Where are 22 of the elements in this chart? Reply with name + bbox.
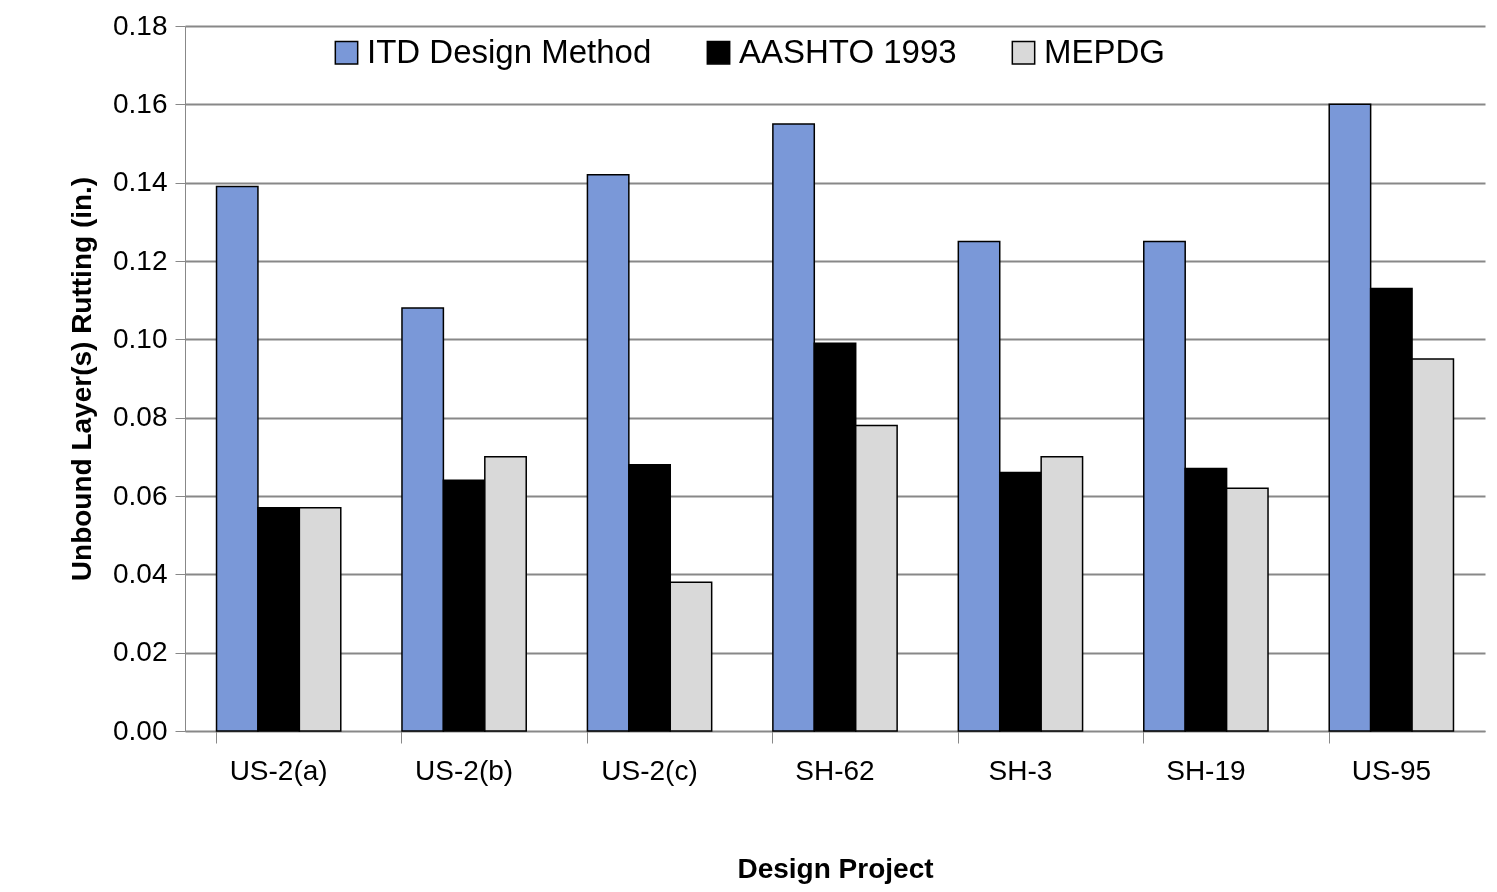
y-tick-label: 0.16 — [113, 87, 168, 119]
y-axis-title: Unbound Layer(s) Rutting (in.) — [66, 176, 97, 582]
x-axis-title: Design Project — [737, 852, 934, 884]
y-tick-label: 0.02 — [113, 636, 168, 668]
y-tick-label: 0.00 — [113, 714, 168, 746]
y-tick-label: 0.10 — [113, 322, 168, 354]
legend-label: ITD Design Method — [367, 32, 652, 70]
x-tick-label: US-95 — [1351, 754, 1432, 786]
y-tick-label: 0.18 — [113, 9, 168, 41]
y-tick-label: 0.12 — [113, 244, 168, 276]
legend-label: AASHTO 1993 — [739, 32, 957, 70]
x-tick-label: US-2(c) — [601, 754, 698, 786]
y-tick-label: 0.06 — [113, 479, 168, 511]
y-tick-label: 0.08 — [113, 401, 168, 433]
y-tick-label: 0.14 — [113, 166, 168, 198]
x-tick-label: SH-3 — [988, 754, 1053, 786]
x-tick-label: US-2(a) — [229, 754, 328, 786]
x-tick-label: SH-62 — [795, 754, 875, 786]
legend-label: MEPDG — [1044, 32, 1166, 70]
x-tick-label: SH-19 — [1166, 754, 1246, 786]
x-tick-label: US-2(b) — [415, 754, 514, 786]
y-tick-label: 0.04 — [113, 557, 168, 589]
